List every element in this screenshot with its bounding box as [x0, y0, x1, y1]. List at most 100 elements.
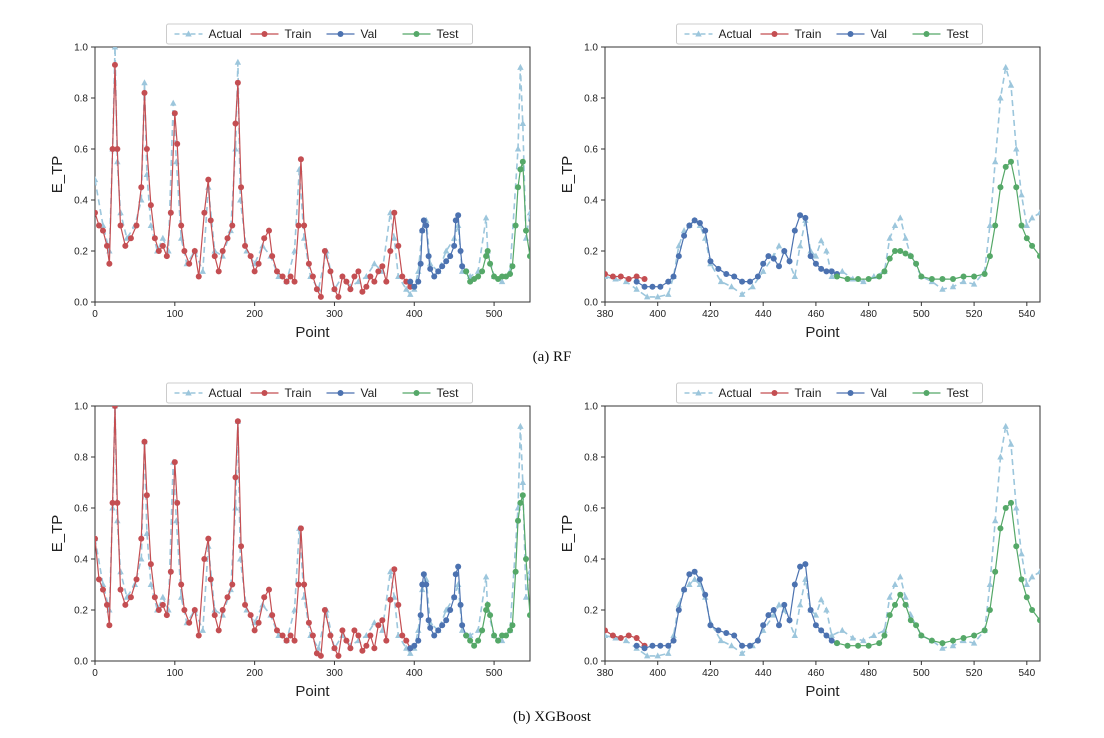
legend-val-marker [847, 31, 854, 37]
actual-point [232, 504, 239, 511]
actual-point [807, 247, 814, 254]
val-point [425, 617, 432, 624]
test-point [876, 640, 883, 647]
train-point [269, 612, 276, 619]
test-point [844, 276, 851, 283]
train-point [295, 222, 302, 229]
train-point [305, 619, 312, 626]
actual-point [415, 626, 422, 633]
y-axis-label: E_TP [49, 515, 66, 553]
xgboost-full-range-chart: 0 100 200 300 400 500 0.0 0.2 0.4 0.6 0.8 1.0 Point E… [40, 379, 540, 699]
train-point [297, 156, 304, 163]
test-point [902, 601, 909, 608]
actual-point [517, 63, 524, 70]
val-point [649, 642, 656, 649]
series-actual-line [605, 426, 1040, 657]
actual-point [1023, 581, 1031, 587]
test-point [960, 273, 967, 280]
x-tick-label: 100 [166, 668, 183, 679]
val-point [459, 263, 466, 270]
x-tick-label: 0 [92, 309, 98, 320]
train-point [297, 525, 304, 532]
train-point [122, 242, 129, 249]
val-point [770, 607, 777, 613]
test-point [509, 622, 516, 629]
train-point [266, 227, 272, 234]
actual-point [526, 568, 530, 575]
val-point [828, 637, 835, 644]
actual-point [860, 278, 867, 285]
train-point [141, 438, 148, 445]
val-point [670, 273, 677, 280]
train-point [201, 209, 208, 216]
train-point [633, 273, 640, 280]
test-point [865, 276, 872, 283]
y-tick-label: 0.6 [584, 504, 598, 515]
val-point [702, 227, 709, 234]
train-point [95, 576, 102, 583]
train-point [159, 242, 166, 249]
train-point [103, 242, 110, 249]
test-point [997, 525, 1004, 532]
val-point [417, 260, 424, 267]
actual-point [403, 285, 410, 292]
plot-frame [604, 46, 1041, 303]
test-point [519, 158, 526, 165]
train-point [229, 581, 236, 588]
test-point [475, 273, 482, 280]
y-axis-label: E_TP [49, 156, 66, 194]
x-tick-label: 300 [326, 668, 343, 679]
val-point [633, 278, 640, 285]
train-point [351, 627, 358, 634]
val-point [431, 273, 438, 280]
test-point [509, 263, 516, 270]
actual-point [791, 273, 799, 279]
train-point [117, 222, 124, 229]
train-point [114, 146, 121, 152]
test-point [475, 637, 482, 644]
actual-point [442, 247, 450, 254]
val-point [807, 607, 814, 613]
val-point [723, 270, 730, 277]
train-point [279, 632, 286, 639]
actual-point [371, 260, 378, 267]
actual-point [717, 278, 725, 285]
test-point [897, 591, 904, 598]
actual-point [986, 222, 994, 228]
test-point [527, 612, 530, 619]
x-axis-label: Point [805, 324, 840, 340]
train-point [295, 581, 302, 588]
val-point [812, 260, 819, 267]
train-point [279, 273, 286, 280]
val-point [812, 622, 819, 629]
actual-point [519, 479, 527, 485]
actual-point [514, 145, 522, 152]
val-point [691, 217, 698, 224]
test-point [881, 268, 888, 275]
train-point [625, 632, 632, 639]
train-point [95, 209, 98, 216]
val-point [823, 632, 830, 639]
val-point [641, 283, 648, 290]
val-point [765, 253, 772, 260]
actual-point [949, 642, 957, 649]
test-point [1002, 505, 1009, 511]
legend-val-marker [337, 390, 344, 396]
series-val-line [636, 214, 838, 288]
test-point [1008, 499, 1014, 506]
val-point [747, 642, 753, 649]
actual-point [482, 573, 490, 580]
train-point [317, 652, 324, 659]
train-point [363, 283, 370, 290]
test-point [986, 253, 993, 260]
y-tick-label: 0.8 [74, 94, 88, 105]
test-point [913, 260, 920, 267]
train-point [403, 637, 410, 644]
legend-train-label: Train [795, 386, 822, 400]
val-point [411, 283, 418, 290]
val-point [451, 594, 458, 601]
actual-point [498, 278, 506, 285]
train-point [375, 268, 382, 275]
test-point [950, 637, 956, 644]
